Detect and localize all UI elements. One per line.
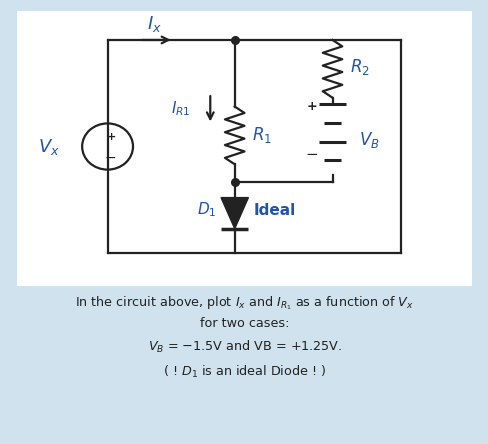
Text: −: −	[305, 147, 318, 162]
Text: for two cases:: for two cases:	[199, 317, 289, 330]
Text: ( ! $D_1$ is an ideal Diode ! ): ( ! $D_1$ is an ideal Diode ! )	[163, 364, 325, 380]
Text: $\mathit{R_1}$: $\mathit{R_1}$	[251, 125, 271, 146]
Text: $\mathit{I_x}$: $\mathit{I_x}$	[146, 14, 161, 35]
Text: In the circuit above, plot $I_x$ and $I_{R_1}$ as a function of $V_x$: In the circuit above, plot $I_x$ and $I_…	[75, 294, 413, 312]
Text: $V_B$ = $-$1.5V and VB = +1.25V.: $V_B$ = $-$1.5V and VB = +1.25V.	[147, 339, 341, 355]
Text: −: −	[104, 151, 116, 165]
Text: +: +	[306, 100, 317, 113]
Text: $\mathit{V_B}$: $\mathit{V_B}$	[359, 130, 379, 150]
Text: $\mathit{D_1}$: $\mathit{D_1}$	[196, 201, 216, 219]
FancyBboxPatch shape	[17, 11, 471, 286]
Text: +: +	[107, 132, 116, 142]
Text: $\mathit{I_{R1}}$: $\mathit{I_{R1}}$	[171, 99, 190, 118]
Text: $\mathit{R_2}$: $\mathit{R_2}$	[349, 56, 368, 77]
Text: $\mathit{V_x}$: $\mathit{V_x}$	[38, 136, 60, 157]
Text: Ideal: Ideal	[253, 202, 295, 218]
Polygon shape	[221, 198, 248, 229]
